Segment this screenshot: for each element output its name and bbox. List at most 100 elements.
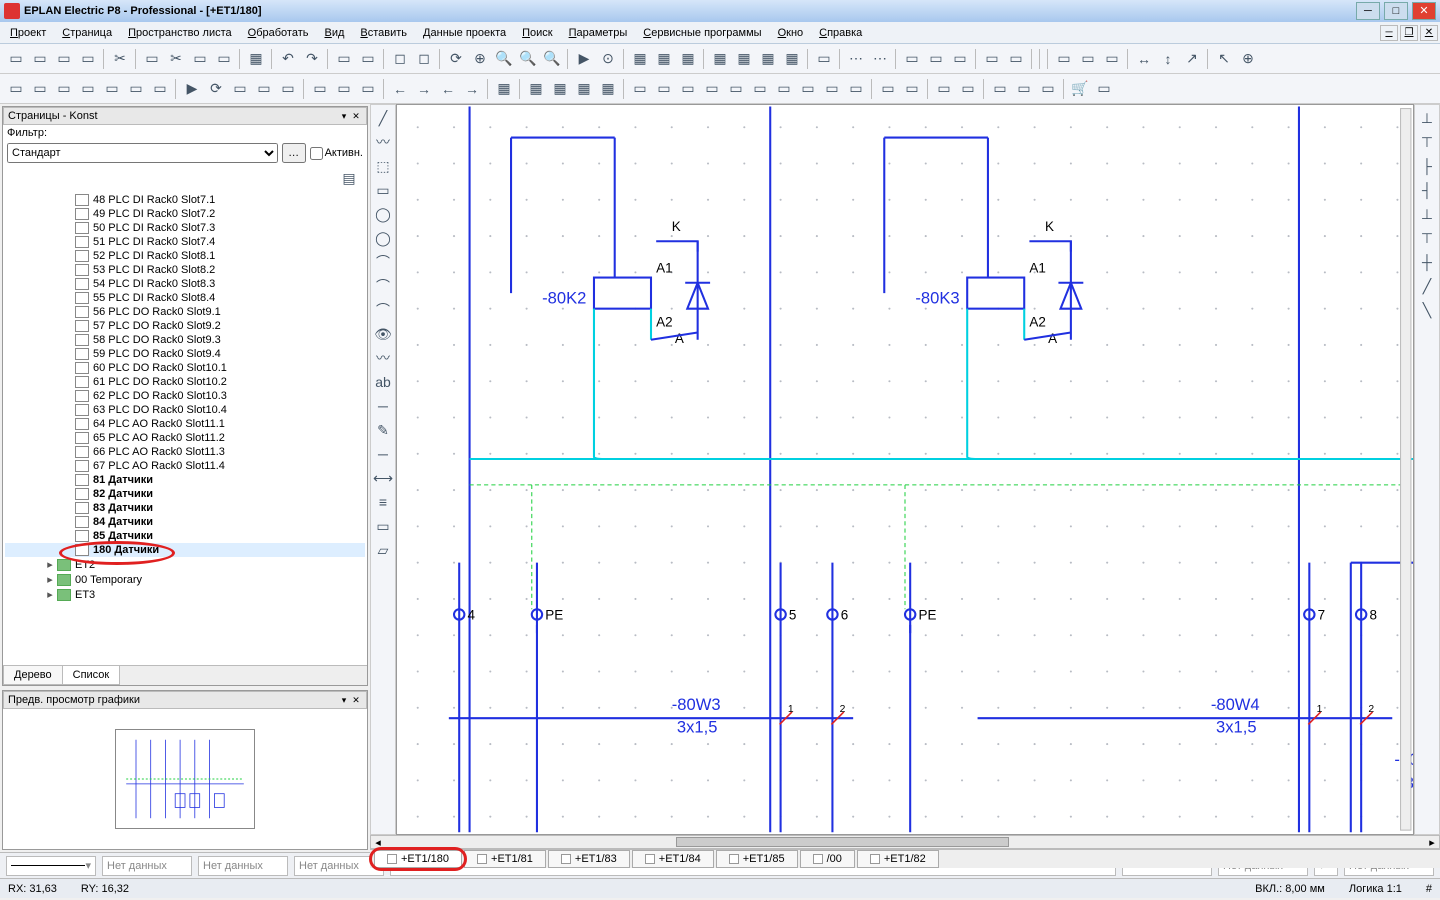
tree-options-icon[interactable]: ▤ <box>338 167 360 189</box>
toolbar-button[interactable]: ▦ <box>733 48 755 70</box>
page-tab[interactable]: +ET1/180 <box>374 850 462 868</box>
tree-item[interactable]: 66 PLC AO Rack0 Slot11.3 <box>5 445 365 459</box>
toolbar-button[interactable]: ▭ <box>677 78 699 100</box>
tab-tree[interactable]: Дерево <box>3 666 63 685</box>
toolbar-button[interactable]: ▭ <box>309 78 331 100</box>
page-tree[interactable]: 48 PLC DI Rack0 Slot7.149 PLC DI Rack0 S… <box>3 191 367 665</box>
canvas-hscroll[interactable]: ◂ ▸ <box>370 835 1440 849</box>
tree-item[interactable]: 52 PLC DI Rack0 Slot8.1 <box>5 249 365 263</box>
toolbar-button[interactable]: ↶ <box>277 48 299 70</box>
page-tab[interactable]: +ET1/85 <box>716 850 798 868</box>
toolbar-button[interactable]: ✂ <box>109 48 131 70</box>
toolbar-button[interactable]: ▭ <box>981 48 1003 70</box>
panel-close-button[interactable]: ✕ <box>350 111 362 122</box>
mdi-minimize-button[interactable]: ─ <box>1380 25 1398 41</box>
tool-button[interactable]: ┼ <box>1416 251 1438 273</box>
tree-item[interactable]: 58 PLC DO Rack0 Slot9.3 <box>5 333 365 347</box>
tree-item[interactable]: 54 PLC DI Rack0 Slot8.3 <box>5 277 365 291</box>
tree-item[interactable]: 51 PLC DI Rack0 Slot7.4 <box>5 235 365 249</box>
filter-edit-button[interactable]: … <box>282 143 306 163</box>
tool-button[interactable]: 〰 <box>372 131 394 153</box>
toolbar-button[interactable]: ▭ <box>949 48 971 70</box>
filter-select[interactable]: Стандарт <box>7 143 278 163</box>
toolbar-button[interactable]: ▭ <box>229 78 251 100</box>
toolbar-button[interactable]: ⟳ <box>445 48 467 70</box>
page-tab[interactable]: +ET1/82 <box>857 850 939 868</box>
tool-button[interactable]: ┤ <box>1416 179 1438 201</box>
tree-item[interactable]: 59 PLC DO Rack0 Slot9.4 <box>5 347 365 361</box>
toolbar-button[interactable]: ▭ <box>1093 78 1115 100</box>
mdi-restore-button[interactable]: ❐ <box>1400 25 1418 41</box>
tool-button[interactable]: ⊤ <box>1416 131 1438 153</box>
toolbar-button[interactable]: ▭ <box>125 78 147 100</box>
tool-button[interactable]: ╱ <box>1416 275 1438 297</box>
toolbar-button[interactable]: ▭ <box>877 78 899 100</box>
tool-button[interactable]: ▭ <box>372 515 394 537</box>
toolbar-button[interactable]: 🔍 <box>517 48 539 70</box>
menu-item[interactable]: Пространство листа <box>120 25 240 41</box>
toolbar-button[interactable]: ▦ <box>629 48 651 70</box>
filter-active-checkbox[interactable]: Активн. <box>310 147 363 160</box>
toolbar-button[interactable]: ▭ <box>653 78 675 100</box>
toolbar-button[interactable]: 🛒 <box>1069 78 1091 100</box>
menu-item[interactable]: Справка <box>811 25 870 41</box>
toolbar-button[interactable]: ▦ <box>597 78 619 100</box>
tab-list[interactable]: Список <box>62 666 121 685</box>
page-tab[interactable]: +ET1/81 <box>464 850 546 868</box>
toolbar-button[interactable]: ▭ <box>253 78 275 100</box>
toolbar-button[interactable]: ▭ <box>101 78 123 100</box>
maximize-button[interactable]: □ <box>1384 2 1408 20</box>
toolbar-button[interactable]: ▭ <box>357 48 379 70</box>
tool-button[interactable]: 👁 <box>372 323 394 345</box>
toolbar-button[interactable]: ▭ <box>1013 78 1035 100</box>
toolbar-button[interactable]: → <box>413 78 435 100</box>
tool-button[interactable]: ⊥ <box>1416 203 1438 225</box>
tree-item[interactable]: 57 PLC DO Rack0 Slot9.2 <box>5 319 365 333</box>
toolbar-button[interactable]: ▦ <box>653 48 675 70</box>
toolbar-button[interactable]: ▭ <box>1037 78 1059 100</box>
tree-item[interactable]: 62 PLC DO Rack0 Slot10.3 <box>5 389 365 403</box>
toolbar-button[interactable]: 🔍 <box>493 48 515 70</box>
toolbar-button[interactable]: ▭ <box>933 78 955 100</box>
page-tab[interactable]: /00 <box>800 850 855 868</box>
tool-button[interactable]: ⊥ <box>1416 107 1438 129</box>
toolbar-button[interactable]: ◻ <box>389 48 411 70</box>
tree-item[interactable]: 56 PLC DO Rack0 Slot9.1 <box>5 305 365 319</box>
toolbar-button[interactable]: ▦ <box>525 78 547 100</box>
toolbar-button[interactable]: ▭ <box>5 78 27 100</box>
toolbar-button[interactable]: ▦ <box>709 48 731 70</box>
toolbar-button[interactable]: ↷ <box>301 48 323 70</box>
menu-item[interactable]: Обработать <box>240 25 317 41</box>
toolbar-button[interactable]: ▭ <box>277 78 299 100</box>
nodata-field[interactable]: Нет данных <box>198 856 288 876</box>
tool-button[interactable]: ▱ <box>372 539 394 561</box>
toolbar-button[interactable]: ⋯ <box>845 48 867 70</box>
toolbar-button[interactable]: ← <box>437 78 459 100</box>
tool-button[interactable]: ⌒ <box>372 251 394 273</box>
tool-button[interactable]: 〰 <box>372 347 394 369</box>
toolbar-button[interactable]: ▦ <box>757 48 779 70</box>
toolbar-button[interactable]: ▭ <box>925 48 947 70</box>
toolbar-button[interactable]: ▭ <box>77 48 99 70</box>
tool-button[interactable]: ◯ <box>372 227 394 249</box>
toolbar-button[interactable]: ↔ <box>1133 48 1155 70</box>
toolbar-button[interactable]: ▭ <box>141 48 163 70</box>
toolbar-button[interactable]: ▭ <box>77 78 99 100</box>
panel-pin-button[interactable]: ▾ <box>338 695 350 706</box>
toolbar-button[interactable]: ▭ <box>813 48 835 70</box>
toolbar-button[interactable]: ▶ <box>181 78 203 100</box>
panel-close-button[interactable]: ✕ <box>350 695 362 706</box>
tree-item[interactable]: 67 PLC AO Rack0 Slot11.4 <box>5 459 365 473</box>
tree-item[interactable]: 50 PLC DI Rack0 Slot7.3 <box>5 221 365 235</box>
tree-item[interactable]: 81 Датчики <box>5 473 365 487</box>
tree-node[interactable]: ▸ET2 <box>5 557 365 572</box>
close-button[interactable]: ✕ <box>1412 2 1436 20</box>
tree-item[interactable]: 84 Датчики <box>5 515 365 529</box>
toolbar-button[interactable]: ▭ <box>1053 48 1075 70</box>
menu-item[interactable]: Страница <box>54 25 120 41</box>
toolbar-button[interactable]: ▭ <box>957 78 979 100</box>
toolbar-button[interactable]: ▦ <box>493 78 515 100</box>
toolbar-button[interactable]: ▦ <box>245 48 267 70</box>
tree-item[interactable]: 55 PLC DI Rack0 Slot8.4 <box>5 291 365 305</box>
toolbar-button[interactable]: ▭ <box>1077 48 1099 70</box>
